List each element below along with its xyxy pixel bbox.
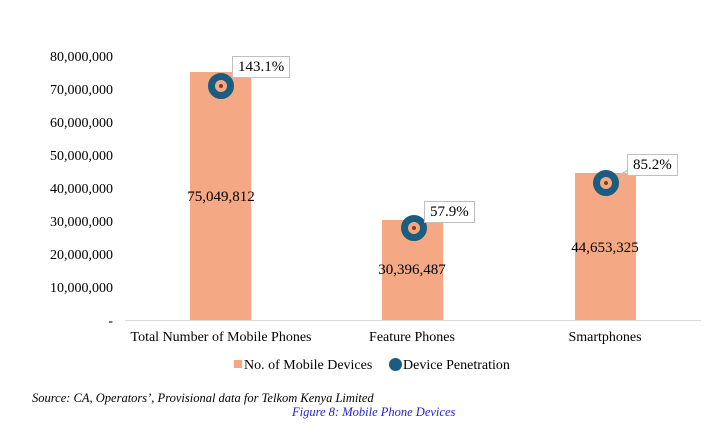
penetration-marker-icon xyxy=(593,170,619,196)
x-axis-line xyxy=(125,320,701,321)
y-tick: 30,000,000 xyxy=(50,215,113,230)
penetration-callout: 143.1% xyxy=(232,56,291,78)
legend-label: Device Penetration xyxy=(403,358,510,373)
penetration-marker-icon xyxy=(208,73,234,99)
legend-circle-icon xyxy=(389,358,402,371)
bar-value-label: 30,396,487 xyxy=(378,262,446,278)
bar-total-mobile-phones xyxy=(190,72,251,320)
y-tick: - xyxy=(108,314,113,329)
legend-label: No. of Mobile Devices xyxy=(244,358,373,373)
x-category-label: Total Number of Mobile Phones xyxy=(130,330,312,345)
y-tick: 70,000,000 xyxy=(50,83,113,98)
legend-item-bar: No. of Mobile Devices xyxy=(234,358,372,374)
bar-smartphones xyxy=(575,173,636,320)
bar-value-label: 44,653,325 xyxy=(571,240,639,256)
y-tick: 50,000,000 xyxy=(50,149,113,164)
legend-item-marker: Device Penetration xyxy=(389,358,510,374)
bar-value-label: 75,049,812 xyxy=(187,189,255,205)
y-tick: 60,000,000 xyxy=(50,116,113,131)
penetration-callout: 85.2% xyxy=(627,154,678,176)
y-tick: 80,000,000 xyxy=(50,50,113,65)
penetration-marker-icon xyxy=(401,215,427,241)
figure-caption: Figure 8: Mobile Phone Devices xyxy=(292,405,456,419)
penetration-callout: 57.9% xyxy=(424,201,475,223)
y-tick: 20,000,000 xyxy=(50,248,113,263)
x-category-label: Feature Phones xyxy=(369,330,455,345)
legend-square-icon xyxy=(234,360,242,368)
source-caption: Source: CA, Operators’, Provisional data… xyxy=(32,391,374,405)
x-category-label: Smartphones xyxy=(568,330,642,345)
y-tick: 10,000,000 xyxy=(50,281,113,296)
y-tick: 40,000,000 xyxy=(50,182,113,197)
